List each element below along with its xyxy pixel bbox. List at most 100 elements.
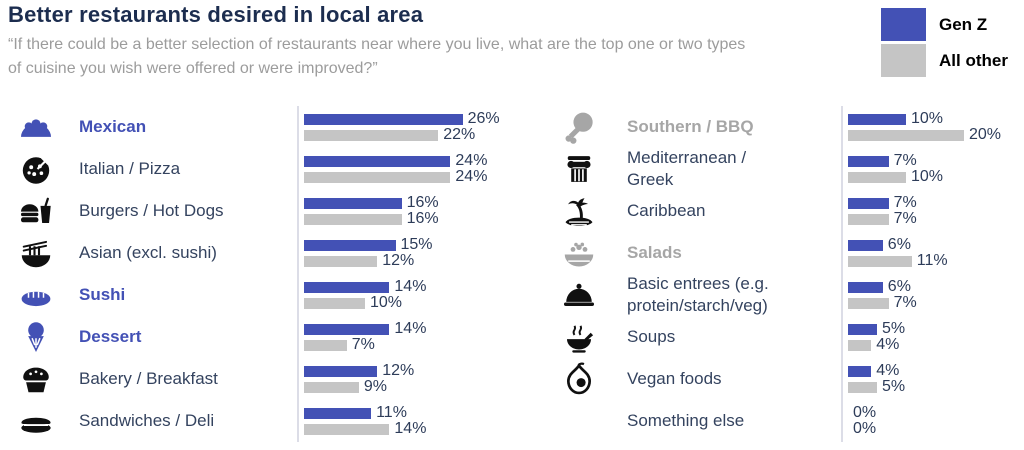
bar-group: 5% 4% (841, 316, 1022, 358)
category-row: Asian (excl. sushi) 15% 12% (8, 232, 520, 274)
value-all-other: 10% (911, 168, 944, 185)
bar-line: 11% (848, 253, 1022, 269)
value-all-other: 7% (893, 210, 917, 227)
category-label: Burgers / Hot Dogs (79, 200, 224, 220)
bar-all-other (848, 255, 912, 267)
bar-gen-z (848, 281, 883, 293)
category-row: Bakery / Breakfast 12% 9% (8, 358, 520, 400)
bar-all-other (304, 171, 451, 183)
category-row: Salads 6% 11% (548, 232, 1022, 274)
bar-line: 12% (304, 252, 520, 269)
burger-drink-icon (8, 193, 64, 229)
gen-z-swatch-icon (881, 8, 926, 41)
legend-label-all-other: All other (939, 50, 1008, 70)
bar-line: 14% (304, 320, 520, 337)
category-row: Sushi 14% 10% (8, 274, 520, 316)
bar-gen-z (304, 281, 390, 293)
bar-all-other (304, 381, 359, 393)
ice-cream-icon (8, 319, 64, 355)
bar-gen-z (304, 323, 390, 335)
legend: Gen Z All other (881, 8, 1008, 80)
bar-group: 24% 24% (297, 148, 520, 190)
value-all-other: 22% (443, 126, 476, 143)
chart-column-left: Mexican 26% 22% Italian / Pizza 24% 24% Burger… (8, 106, 520, 442)
bar-line: 6% (848, 278, 1022, 295)
bar-gen-z (848, 239, 883, 251)
category-row: Soups 5% 4% (548, 316, 1022, 358)
bar-gen-z (848, 113, 906, 125)
value-gen-z: 6% (887, 278, 911, 295)
value-gen-z: 12% (382, 362, 415, 379)
all-other-swatch-icon (881, 44, 926, 77)
value-gen-z: 14% (394, 278, 427, 295)
palm-island-icon (548, 193, 610, 229)
bar-group: 14% 10% (297, 274, 520, 316)
taco-icon (8, 109, 64, 145)
bar-line: 0% (848, 405, 1022, 421)
bar-line: 14% (304, 278, 520, 295)
bar-group: 7% 7% (841, 190, 1022, 232)
category-label: Something else (627, 410, 745, 430)
cloche-icon (548, 277, 610, 313)
bar-line: 5% (848, 378, 1022, 395)
legend-item-all-other: All other (881, 44, 1008, 77)
bar-gen-z (848, 197, 889, 209)
value-gen-z: 24% (455, 152, 488, 169)
bar-group: 15% 12% (297, 232, 520, 274)
bar-line: 11% (304, 404, 520, 421)
bar-all-other (848, 213, 889, 225)
bar-line: 9% (304, 379, 520, 395)
bar-line: 7% (848, 210, 1022, 227)
category-label: Southern / BBQ (627, 116, 754, 136)
bar-group: 26% 22% (297, 106, 520, 148)
category-label: Italian / Pizza (79, 158, 181, 178)
bar-gen-z (304, 407, 372, 419)
bar-all-other (848, 339, 872, 351)
bar-group: 4% 5% (841, 358, 1022, 400)
bar-line: 7% (848, 295, 1022, 311)
bar-line: 22% (304, 126, 520, 143)
value-gen-z: 10% (911, 110, 944, 127)
bar-group: 6% 11% (841, 232, 1022, 274)
bar-gen-z (304, 197, 402, 209)
value-gen-z: 6% (887, 236, 911, 253)
value-gen-z: 11% (376, 404, 407, 421)
category-row: Something else 0% 0% (548, 400, 1022, 442)
bar-group: 12% 9% (297, 358, 520, 400)
bar-all-other (304, 129, 439, 141)
bar-line: 0% (848, 421, 1022, 437)
value-all-other: 14% (394, 420, 427, 437)
value-gen-z: 14% (394, 320, 427, 337)
legend-item-gen-z: Gen Z (881, 8, 1008, 41)
bar-gen-z (304, 113, 463, 125)
bar-line: 7% (848, 152, 1022, 169)
bar-line: 20% (848, 127, 1022, 143)
bar-gen-z (304, 365, 378, 377)
bar-group: 14% 7% (297, 316, 520, 358)
value-all-other: 5% (882, 378, 906, 395)
drumstick-icon (548, 109, 610, 145)
bar-line: 10% (848, 110, 1022, 127)
sushi-icon (8, 277, 64, 313)
category-row: Burgers / Hot Dogs 16% 16% (8, 190, 520, 232)
bar-gen-z (304, 155, 451, 167)
bar-line: 7% (848, 195, 1022, 211)
value-gen-z: 7% (893, 152, 917, 169)
bar-line: 12% (304, 362, 520, 379)
category-row: Mediterranean / Greek 7% 10% (548, 148, 1022, 190)
value-all-other: 12% (382, 252, 415, 269)
category-label: Vegan foods (627, 368, 722, 388)
category-label: Bakery / Breakfast (79, 368, 218, 388)
bar-all-other (848, 297, 889, 309)
category-label: Mediterranean / Greek (627, 147, 747, 189)
legend-label-gen-z: Gen Z (939, 14, 988, 34)
bar-all-other (848, 171, 906, 183)
bar-line: 16% (304, 210, 520, 227)
value-all-other: 10% (370, 294, 403, 311)
category-label: Asian (excl. sushi) (79, 242, 217, 262)
bar-line: 26% (304, 111, 520, 127)
value-gen-z: 5% (882, 320, 906, 337)
category-label: Salads (627, 242, 682, 262)
avocado-icon (548, 361, 610, 397)
value-all-other: 16% (406, 210, 439, 227)
